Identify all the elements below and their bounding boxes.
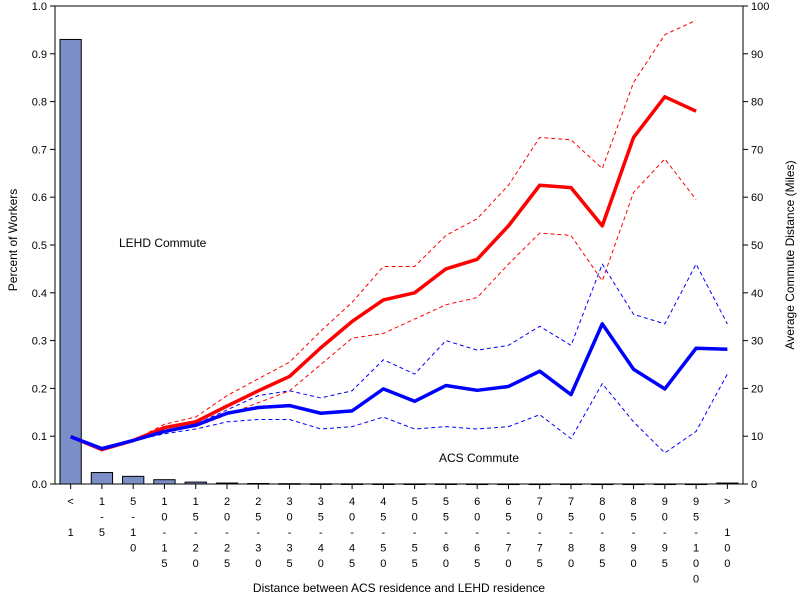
x-tick-label: 5 0 -5 5 <box>412 496 418 570</box>
lehd-commute-label: LEHD Commute <box>119 236 207 250</box>
x-tick-label: 5 5 -6 0 <box>443 496 449 570</box>
lines-layer <box>69 19 728 454</box>
x-tick-label: 7 0 -7 5 <box>537 496 543 570</box>
x-tick-label: 3 0 -3 5 <box>286 496 292 570</box>
right-axis-title: Average Commute Distance (Miles) <box>783 160 797 349</box>
x-tick-label: 8 0 -8 5 <box>599 496 605 570</box>
x-tick-label: 9 5 -1 0 0 <box>693 496 699 586</box>
x-tick-label: 4 5 -5 0 <box>380 496 386 570</box>
x-tick-label: 2 0 -2 5 <box>224 496 230 570</box>
x-tick-label: 1 5 -2 0 <box>193 496 199 570</box>
bar-0 <box>59 38 82 485</box>
bar-2 <box>122 475 145 485</box>
right-tick-label: 90 <box>751 49 763 61</box>
x-tick-label: 5 -1 0 <box>130 496 136 555</box>
left-tick-label: 0.8 <box>32 97 47 109</box>
left-tick-label: 0.9 <box>32 49 47 61</box>
series-acs-lower <box>70 373 728 454</box>
left-tick-label: 0.2 <box>32 383 47 395</box>
right-tick-label: 60 <box>751 192 763 204</box>
left-tick-label: 0.5 <box>32 240 47 252</box>
acs-commute-label: ACS Commute <box>439 451 519 465</box>
left-tick-label: 0.3 <box>32 336 47 348</box>
x-tick-label: 8 5 -9 0 <box>630 496 636 570</box>
x-tick-label: 7 5 -8 0 <box>568 496 574 570</box>
x-tick-label: 9 0 -9 5 <box>662 496 668 570</box>
left-tick-label: 1.0 <box>32 1 47 13</box>
left-tick-label: 0.0 <box>32 479 47 491</box>
x-tick-label: 6 0 -6 5 <box>474 496 480 570</box>
x-tick-label: 1 -5 <box>99 496 105 539</box>
series-lehd-commute <box>69 95 697 452</box>
x-tick-label: 3 5 -4 0 <box>318 496 324 570</box>
series-lehd-upper <box>70 19 697 451</box>
right-tick-label: 0 <box>751 479 757 491</box>
x-tick-label: 2 5 -3 0 <box>255 496 261 570</box>
x-tick-label: < 1 <box>67 496 73 539</box>
right-tick-label: 10 <box>751 431 763 443</box>
bars-layer <box>59 38 739 486</box>
right-tick-label: 50 <box>751 240 763 252</box>
x-axis: < 1 1 -5 5 -1 0 1 0 -1 5 1 5 -2 0 2 0 -2 5 2 5 -3 0 3 0 -3 5 3 5 -4 0… <box>67 484 731 586</box>
series-acs-commute <box>70 322 728 451</box>
left-axis-title: Percent of Workers <box>6 189 20 291</box>
bar-3 <box>153 479 176 485</box>
series-acs-upper <box>70 263 728 450</box>
right-tick-label: 100 <box>751 1 769 13</box>
left-tick-label: 0.1 <box>32 431 47 443</box>
right-y-axis: 0 10 20 30 40 50 60 70 80 90 100 <box>743 1 769 491</box>
x-tick-label: 4 0 -4 5 <box>349 496 355 570</box>
bar-1 <box>90 472 114 485</box>
right-tick-label: 20 <box>751 383 763 395</box>
x-tick-label: 6 5 -7 0 <box>505 496 511 570</box>
series-lehd-lower <box>70 158 697 451</box>
x-axis-title: Distance between ACS residence and LEHD … <box>253 581 545 595</box>
left-y-axis: 0.0 0.1 0.2 0.3 0.4 0.5 0.6 0.7 0.8 0.9 1.0 <box>32 1 55 491</box>
right-tick-label: 40 <box>751 288 763 300</box>
left-tick-label: 0.4 <box>32 288 47 300</box>
left-tick-label: 0.6 <box>32 192 47 204</box>
right-tick-label: 80 <box>751 97 763 109</box>
right-tick-label: 70 <box>751 144 763 156</box>
left-tick-label: 0.7 <box>32 144 47 156</box>
x-tick-label: 1 0 -1 5 <box>161 496 167 570</box>
right-tick-label: 30 <box>751 336 763 348</box>
